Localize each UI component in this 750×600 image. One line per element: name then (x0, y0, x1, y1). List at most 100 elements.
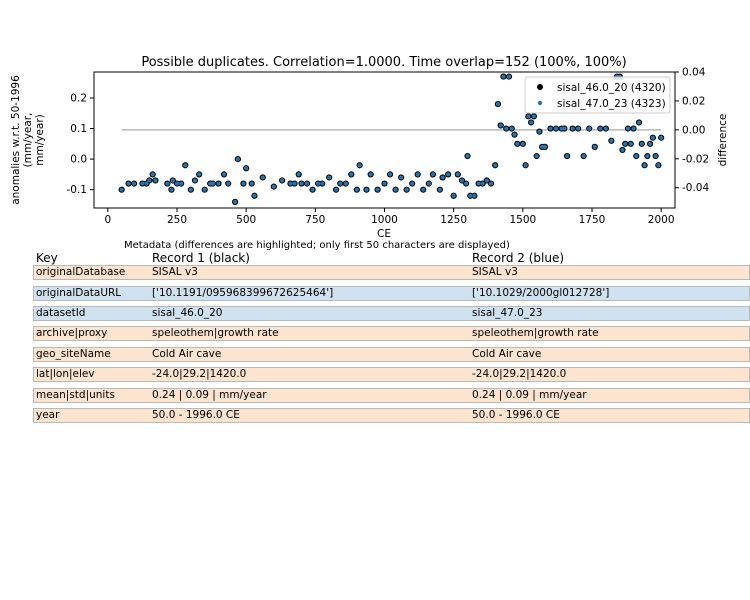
metadata-header-record-1: Record 1 (black) (152, 251, 250, 265)
metadata-header-record-2: Record 2 (blue) (472, 251, 565, 265)
record-2-point (399, 175, 404, 180)
record-2-point (504, 126, 509, 131)
record-2-point (515, 141, 520, 146)
metadata-row: archive|proxy speleothem|growth rate spele… (33, 326, 750, 341)
record-2-point (233, 199, 238, 204)
svg-text:anomalies w.r.t. 50-1996(mm/ye: anomalies w.r.t. 50-1996(mm/year,mm/year… (10, 75, 46, 205)
record-2-point (451, 193, 456, 198)
record-2-point (598, 126, 603, 131)
record-2-point (498, 123, 503, 128)
record-2-point (144, 181, 149, 186)
record-2-point (531, 114, 537, 119)
metadata-record-1-value: SISAL v3 (152, 266, 198, 278)
metadata-key: originalDataURL (36, 287, 122, 299)
record-2-point (183, 163, 188, 168)
record-2-point (634, 153, 639, 159)
y-tick-label: 0.1 (70, 123, 87, 135)
record-2-point (280, 178, 285, 183)
record-2-point (165, 181, 170, 186)
record-2-point (468, 193, 473, 198)
record-2-point (310, 187, 315, 192)
metadata-key: archive|proxy (36, 327, 108, 339)
record-2-point (382, 181, 387, 186)
record-2-point (249, 181, 254, 186)
record-2-point (437, 187, 442, 192)
metadata-record-1-value: 0.24 | 0.09 | mm/year (152, 389, 267, 401)
record-2-point (296, 172, 301, 177)
record-2-point (426, 181, 431, 186)
legend-label-record-2: sisal_47.0_23 (4323) (557, 98, 666, 110)
metadata-record-2-value: speleothem|growth rate (472, 327, 599, 339)
x-tick-label: 1000 (371, 214, 398, 226)
record-2-point (179, 181, 184, 186)
right-y-tick-label: -0.02 (682, 153, 709, 165)
record-2-point (244, 166, 249, 171)
legend: sisal_46.0_20 (4320) sisal_47.0_23 (4323… (524, 76, 671, 114)
record-2-point (472, 193, 477, 198)
x-tick-label: 1750 (579, 214, 606, 226)
record-2-point (455, 172, 460, 177)
record-2-point (221, 172, 227, 177)
x-axis-label: CE (377, 228, 391, 240)
record-2-point (410, 181, 415, 186)
right-y-tick-label: -0.04 (682, 182, 709, 194)
record-2-point (320, 181, 325, 186)
metadata-record-1-value: Cold Air cave (152, 348, 222, 360)
record-2-point (421, 187, 426, 192)
record-2-point (620, 147, 625, 153)
y-axis-label: anomalies w.r.t. 50-1996(mm/year,mm/year… (10, 75, 46, 205)
metadata-record-2-value: 50.0 - 1996.0 CE (472, 409, 560, 421)
record-2-point (656, 163, 661, 168)
metadata-row: geo_siteName Cold Air cave Cold Air cave (33, 347, 750, 362)
record-2-point (192, 178, 198, 183)
metadata-record-2-value: sisal_47.0_23 (472, 307, 543, 319)
right-y-tick-label: 0.02 (682, 95, 705, 107)
record-2-point (625, 126, 631, 131)
metadata-row: originalDatabase SISAL v3 SISAL v3 (33, 265, 750, 280)
record-2-point (631, 126, 636, 131)
record-2-point (241, 181, 246, 186)
metadata-record-2-value: SISAL v3 (472, 266, 518, 278)
record-2-point (476, 181, 481, 186)
record-2-point (169, 187, 174, 192)
chart-title: Possible duplicates. Correlation=1.0000.… (141, 55, 626, 70)
record-2-point (260, 175, 265, 180)
y-tick-label: -0.1 (67, 184, 88, 196)
record-2-point (288, 181, 293, 186)
legend-label-record-1: sisal_46.0_20 (4320) (557, 82, 666, 94)
record-2-point (592, 144, 597, 149)
record-2-point (520, 141, 525, 146)
record-2-point (368, 172, 373, 177)
record-2-point (349, 172, 354, 177)
record-2-point (357, 163, 362, 168)
record-2-point (150, 172, 155, 177)
record-2-point (570, 126, 575, 131)
x-axis: 0 250 500 750 1000 1250 1500 1750 2000 (104, 208, 675, 226)
record-2-point (333, 187, 339, 192)
record-2-point (645, 153, 650, 159)
record-2-point (623, 141, 628, 146)
record-2-point (430, 172, 436, 177)
record-2-point (216, 181, 221, 186)
metadata-key: lat|lon|elev (36, 368, 95, 380)
record-2-point (119, 187, 124, 192)
record-2-point (642, 163, 647, 168)
record-2-point (488, 181, 494, 186)
record-2-point (387, 172, 393, 177)
legend-box (524, 76, 671, 114)
record-2-point (153, 178, 158, 183)
record-2-point (188, 187, 193, 192)
metadata-row: datasetId sisal_46.0_20 sisal_47.0_23 (33, 306, 750, 321)
record-2-point (140, 181, 145, 186)
record-2-point (565, 153, 570, 159)
metadata-record-1-value: speleothem|growth rate (152, 327, 279, 339)
record-2-point (493, 163, 498, 168)
record-2-point (327, 175, 332, 180)
metadata-record-2-value: 0.24 | 0.09 | mm/year (472, 389, 587, 401)
record-2-point (299, 181, 304, 186)
record-2-point (562, 126, 567, 131)
record-2-point (639, 141, 644, 146)
record-2-point (609, 138, 614, 143)
record-2-point (415, 172, 420, 177)
record-2-point (581, 153, 586, 159)
